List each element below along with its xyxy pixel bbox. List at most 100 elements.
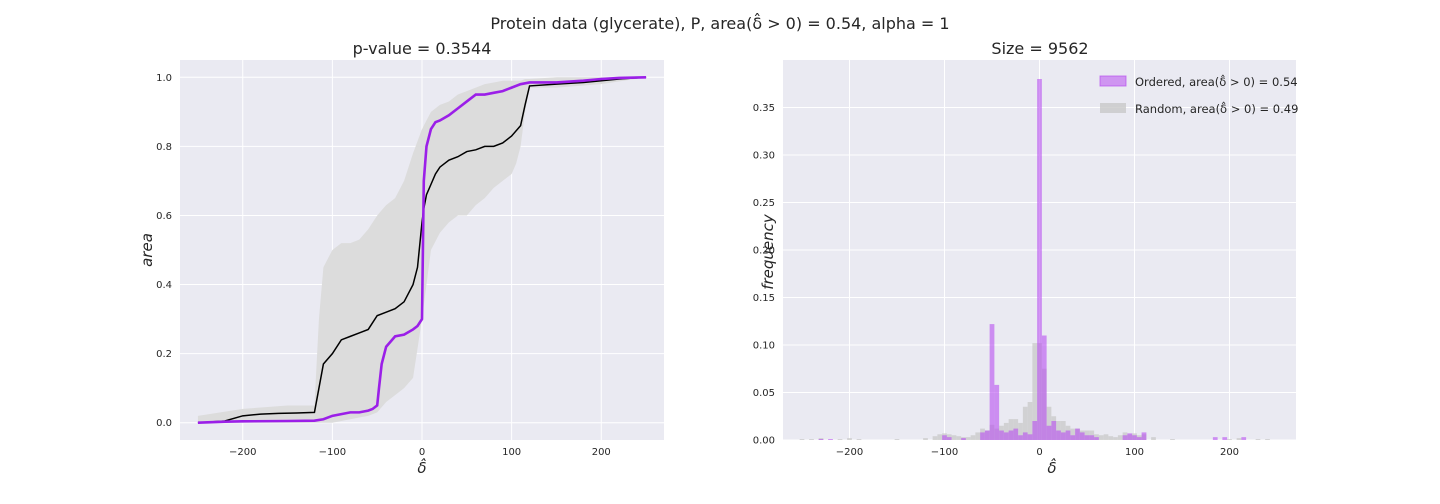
hist-ordered-bar xyxy=(1041,335,1047,440)
hist-random-bar xyxy=(975,432,981,440)
hist-random-bar xyxy=(1022,406,1028,440)
hist-random-bar xyxy=(956,436,962,440)
hist-x-tick-label: 0 xyxy=(1036,447,1042,458)
hist-ordered-bar xyxy=(1008,430,1014,440)
hist-random-bar xyxy=(1070,428,1076,440)
hist-y-tick-label: 0.10 xyxy=(753,341,775,352)
cdf-y-tick-label: 0.4 xyxy=(156,280,172,291)
cdf-x-tick-label: 0 xyxy=(419,447,425,458)
hist-ordered-bar xyxy=(1046,425,1052,440)
hist-x-tick-label: −200 xyxy=(836,447,863,458)
hist-y-tick-label: 0.15 xyxy=(753,293,775,304)
hist-ordered-bar xyxy=(1056,430,1061,440)
hist-ordered-bar xyxy=(1032,421,1038,440)
hist-x-label: δ̂ xyxy=(1047,457,1056,477)
hist-random-bar xyxy=(970,435,976,440)
hist-ordered-bar xyxy=(1003,432,1009,440)
hist-ordered-bar xyxy=(1037,79,1042,440)
hist-random-bar xyxy=(1098,435,1104,440)
hist-random-bar xyxy=(1003,422,1009,440)
hist-y-tick-label: 0.20 xyxy=(753,246,775,257)
hist-ordered-bar xyxy=(1075,428,1080,440)
hist-random-bar xyxy=(1255,439,1261,440)
hist-ordered-bar xyxy=(994,384,1000,440)
cdf-x-label: δ̂ xyxy=(417,457,426,477)
hist-ordered-bar xyxy=(1241,437,1247,440)
hist-random-bar xyxy=(1032,343,1038,440)
hist-y-tick-labels: 0.00 0.05 0.10 0.15 0.20 0.25 0.30 0.35 xyxy=(753,103,775,447)
hist-random-bar xyxy=(1113,437,1118,440)
hist-random-bar xyxy=(937,434,943,440)
hist-legend: Ordered, area(δ̂ > 0) = 0.54 Random, are… xyxy=(1099,73,1298,116)
hist-ordered-bar xyxy=(1127,433,1133,440)
cdf-x-tick-label: −100 xyxy=(319,447,346,458)
hist-ordered-bar xyxy=(1060,432,1066,440)
cdf-y-tick-label: 0.2 xyxy=(156,349,172,360)
hist-y-tick-label: 0.05 xyxy=(753,388,775,399)
hist-ordered-bar xyxy=(1027,434,1033,440)
hist-ordered-bar xyxy=(1022,432,1028,440)
cdf-x-tick-labels: −200 −100 0 100 200 xyxy=(229,447,611,458)
cdf-y-tick-label: 0.8 xyxy=(156,142,172,153)
cdf-y-tick-label: 0.0 xyxy=(156,418,172,429)
hist-random-bar xyxy=(923,438,928,440)
cdf-y-tick-labels: 0.0 0.2 0.4 0.6 0.8 1.0 xyxy=(156,73,172,429)
hist-ordered-bar xyxy=(1018,435,1023,440)
cdf-y-tick-label: 1.0 xyxy=(156,73,172,84)
figure-suptitle: Protein data (glycerate), P, area(δ̂ > 0… xyxy=(490,13,949,33)
hist-y-label: frequency xyxy=(759,213,777,290)
hist-random-bar xyxy=(1265,439,1270,440)
hist-ordered-bar xyxy=(1122,435,1128,440)
hist-random-bar xyxy=(1018,422,1023,440)
hist-ordered-bar xyxy=(1013,428,1019,440)
hist-ordered-bar xyxy=(984,430,990,440)
hist-random-bar xyxy=(1170,439,1175,440)
hist-ordered-bar xyxy=(1212,437,1218,440)
hist-ordered-bar xyxy=(1089,435,1095,440)
hist-random-bar xyxy=(856,439,862,440)
hist-ordered-bar xyxy=(961,438,966,440)
hist-ordered-bar xyxy=(1084,435,1090,440)
hist-ordered-bar xyxy=(942,435,947,440)
hist-ordered-bar xyxy=(999,430,1004,440)
hist-random-bar xyxy=(837,439,843,440)
hist-ordered-bars xyxy=(818,79,1247,440)
hist-random-bar xyxy=(1060,421,1066,440)
hist-ordered-bar xyxy=(818,439,824,440)
cdf-x-tick-label: 200 xyxy=(592,447,611,458)
hist-random-bar xyxy=(951,435,957,440)
hist-ordered-bar xyxy=(980,432,985,440)
hist-x-tick-label: 200 xyxy=(1220,447,1239,458)
hist-random-bar xyxy=(1103,434,1109,440)
hist-ordered-bar xyxy=(1141,432,1147,440)
cdf-y-label: area xyxy=(138,233,156,267)
cdf-x-tick-label: 100 xyxy=(502,447,521,458)
hist-y-tick-label: 0.00 xyxy=(753,436,775,447)
hist-random-bar xyxy=(932,436,938,440)
histogram-panel: −200 −100 0 100 200 0.00 0.05 0.10 0.15 0.20 0.25… xyxy=(753,39,1299,477)
cdf-ordered-line xyxy=(197,75,647,425)
hist-random-bar xyxy=(1236,438,1242,440)
hist-ordered-bar xyxy=(1222,437,1228,440)
hist-random-bar xyxy=(799,439,805,440)
hist-random-bar xyxy=(1227,439,1232,440)
hist-ordered-bar xyxy=(1136,437,1142,440)
hist-random-bar xyxy=(1027,402,1033,440)
hist-ordered-bar xyxy=(989,324,995,440)
cdf-panel: −200 −100 0 100 200 0.0 0.2 0.4 0.6 0.8 1.0 p-val… xyxy=(138,39,664,477)
legend-swatch-ordered xyxy=(1099,75,1127,87)
legend-swatch-random xyxy=(1100,103,1126,113)
hist-ordered-bar xyxy=(1132,435,1137,440)
hist-ordered-bar xyxy=(828,439,833,440)
hist-x-tick-labels: −200 −100 0 100 200 xyxy=(836,447,1239,458)
hist-ordered-bar xyxy=(1079,432,1085,440)
hist-random-bar xyxy=(809,439,814,440)
hist-ordered-bar xyxy=(1094,437,1099,440)
hist-random-bar xyxy=(1117,435,1123,440)
legend-label-random: Random, area(δ̂ > 0) = 0.49 xyxy=(1135,100,1298,116)
hist-title: Size = 9562 xyxy=(991,39,1088,58)
hist-y-tick-label: 0.35 xyxy=(753,103,775,114)
cdf-y-tick-label: 0.6 xyxy=(156,211,172,222)
hist-random-bar xyxy=(965,437,971,440)
